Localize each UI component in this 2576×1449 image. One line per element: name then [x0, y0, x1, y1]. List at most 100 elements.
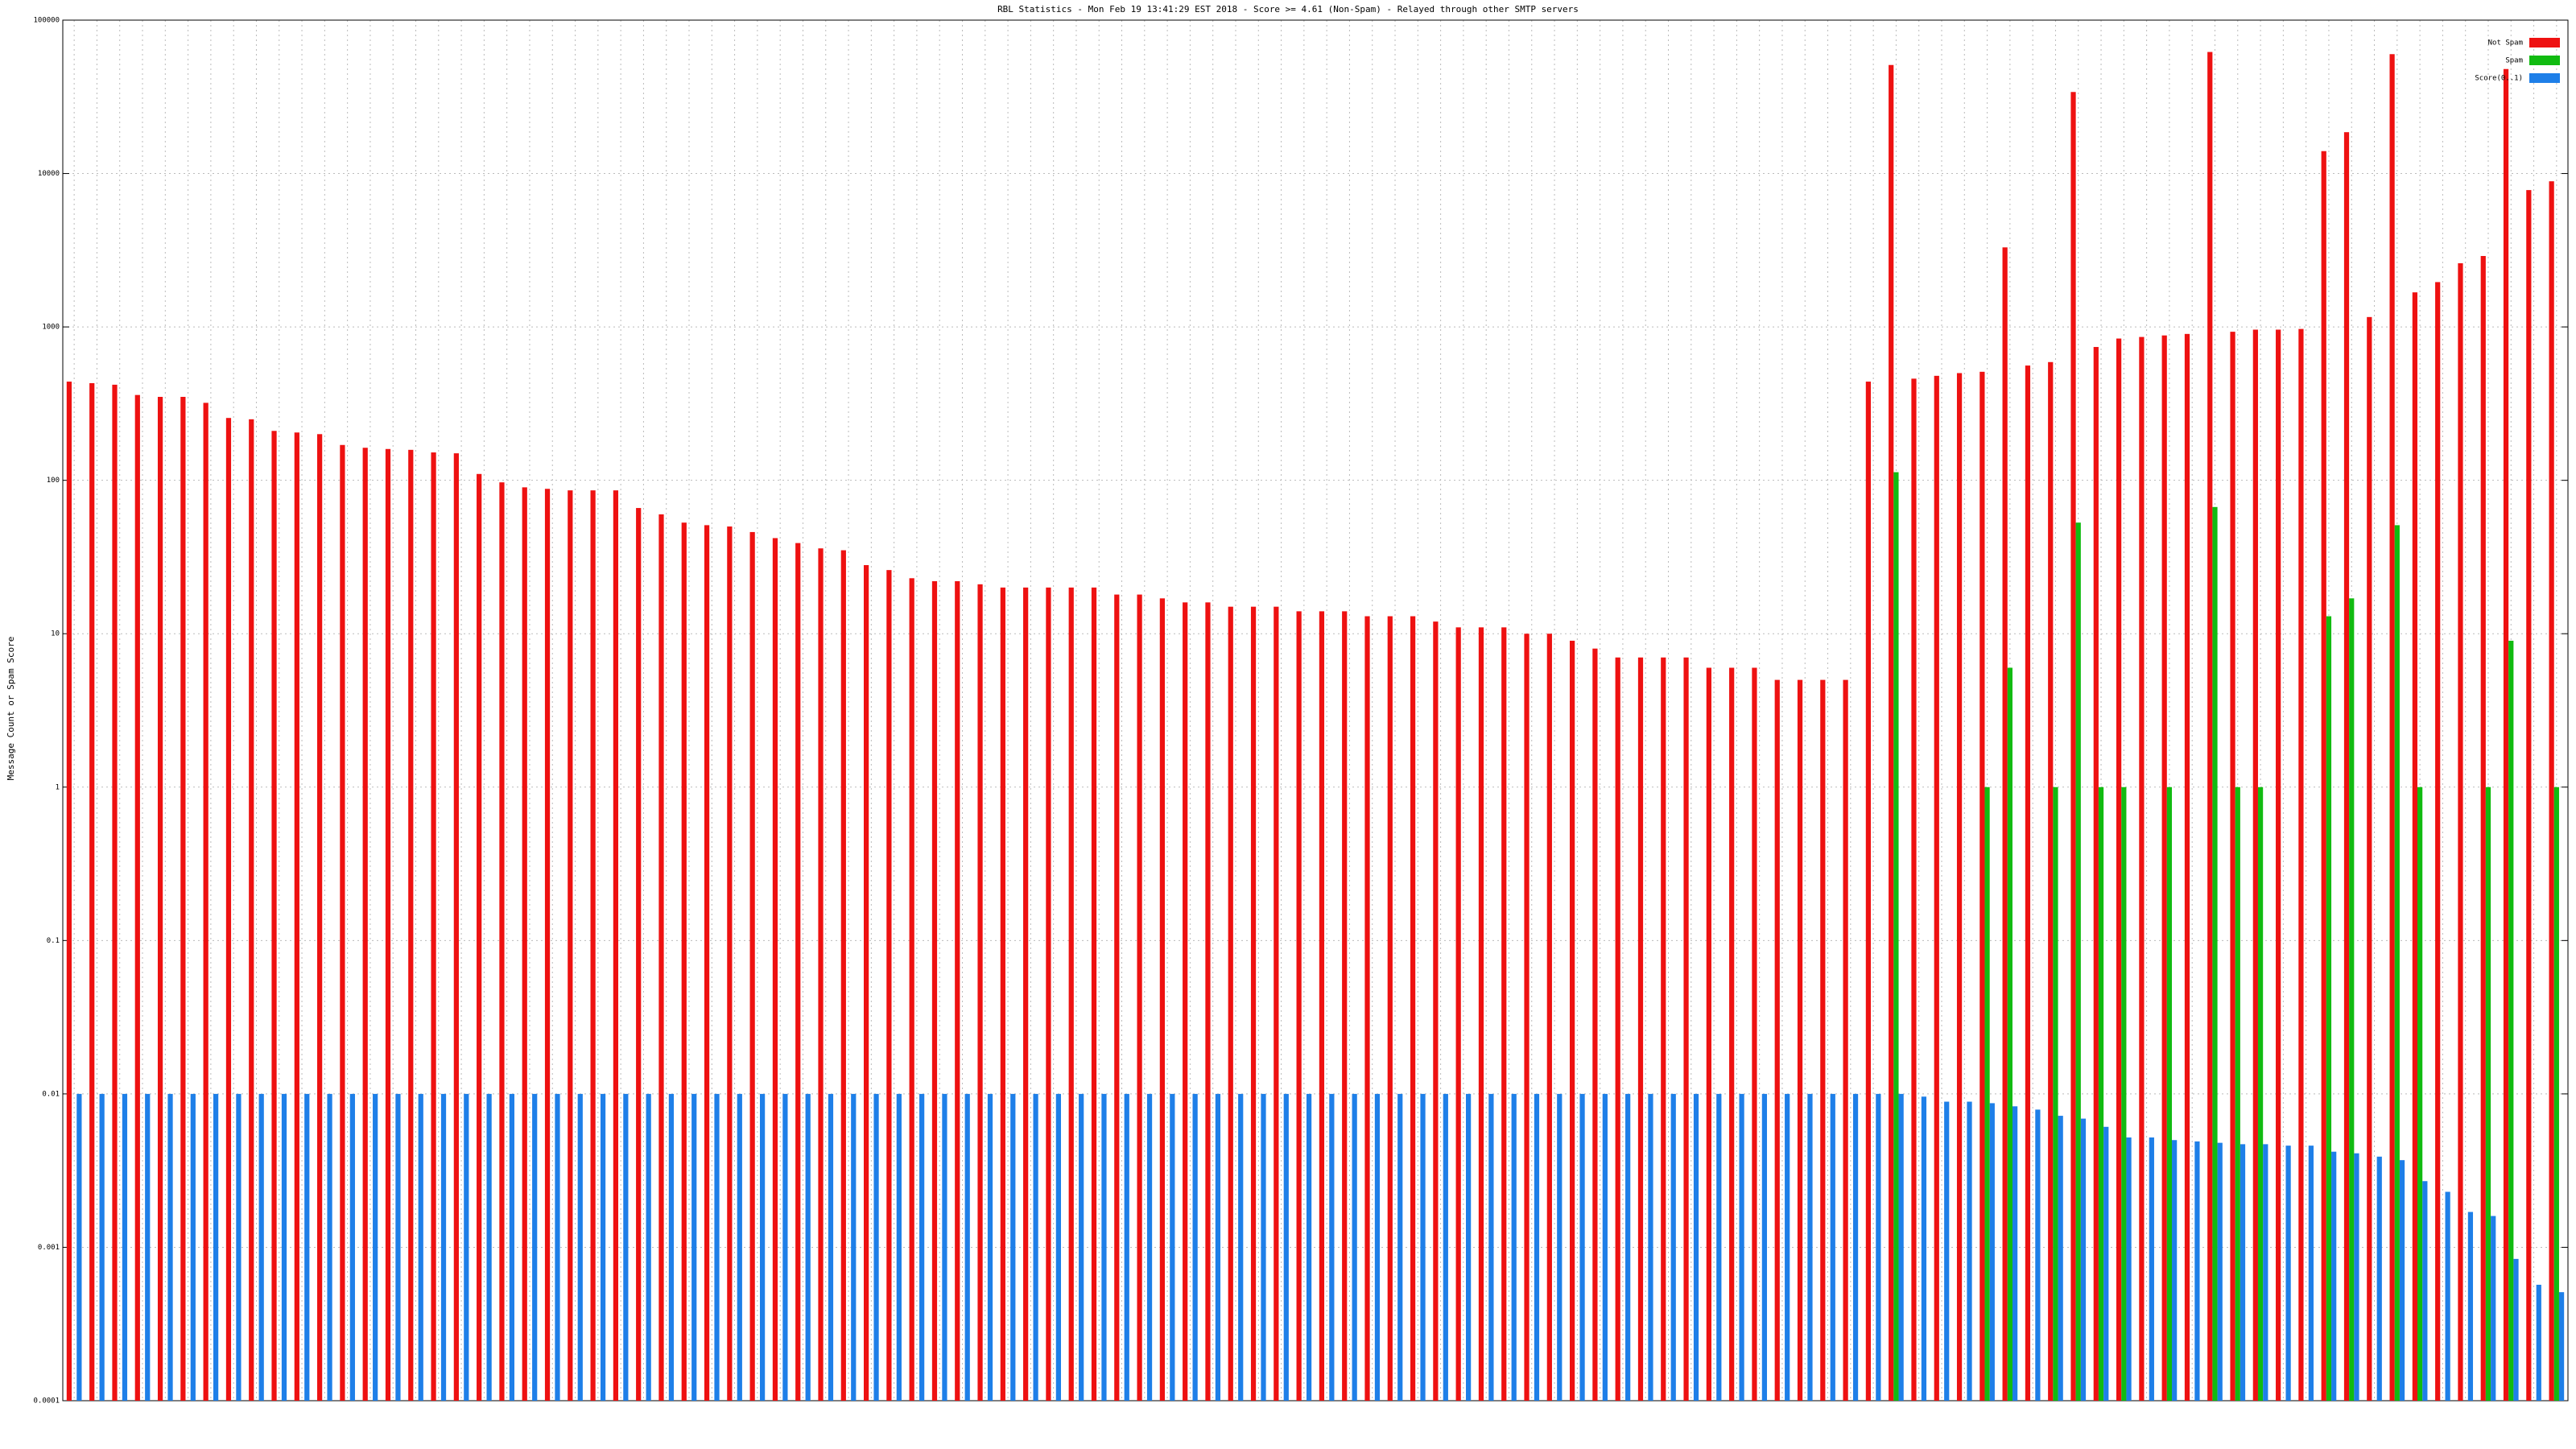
bar — [818, 548, 824, 1401]
bar — [112, 384, 118, 1401]
bar — [2491, 1216, 2496, 1401]
legend-label: Not Spam — [2488, 39, 2523, 47]
bar — [1124, 1093, 1129, 1401]
bar — [2058, 1116, 2063, 1401]
bar — [1274, 606, 1279, 1401]
bar — [2389, 54, 2395, 1401]
bar — [1592, 648, 1598, 1401]
bar — [1205, 602, 1211, 1401]
y-tick-label: 0.1 — [47, 937, 60, 945]
bar — [2422, 1181, 2428, 1401]
bar — [795, 543, 801, 1401]
bar — [2485, 786, 2491, 1401]
bar — [1979, 371, 1985, 1402]
bar — [2399, 1160, 2405, 1401]
bar — [646, 1093, 651, 1401]
bar — [2139, 336, 2145, 1402]
bar — [1478, 627, 1484, 1401]
bar — [840, 550, 846, 1401]
bar — [1433, 621, 1439, 1401]
bar — [2194, 1141, 2200, 1401]
bar — [2025, 365, 2031, 1402]
bar — [873, 1093, 879, 1401]
bar — [2002, 247, 2008, 1401]
y-tick-label: 1000 — [42, 324, 60, 332]
bar — [1296, 611, 1302, 1401]
bar — [1000, 587, 1005, 1401]
bar — [464, 1093, 469, 1401]
bar — [1967, 1101, 1972, 1401]
bar — [2230, 332, 2235, 1402]
bar — [955, 580, 960, 1401]
bar — [1934, 375, 1939, 1402]
bar — [1865, 382, 1872, 1401]
bar — [1319, 611, 1325, 1401]
bar — [555, 1093, 560, 1401]
bar — [759, 1093, 766, 1401]
bar — [236, 1093, 242, 1401]
bar — [2257, 786, 2264, 1401]
bar — [1893, 472, 1899, 1401]
bar — [1716, 1093, 1722, 1401]
bar — [362, 448, 368, 1401]
bar — [544, 489, 551, 1401]
bar — [2354, 1153, 2359, 1401]
bar — [2331, 1151, 2337, 1401]
bar — [532, 1093, 538, 1401]
bar — [157, 396, 163, 1402]
bar — [1774, 679, 1780, 1401]
bar — [477, 473, 482, 1401]
bar — [1306, 1093, 1312, 1401]
bar — [317, 434, 323, 1401]
bar — [522, 487, 527, 1401]
bar — [385, 448, 391, 1401]
bar — [1989, 1103, 1995, 1401]
bar — [2503, 68, 2509, 1402]
bar — [772, 538, 778, 1401]
bar — [373, 1093, 378, 1401]
bar — [1546, 634, 1552, 1401]
bar — [1534, 1093, 1540, 1401]
bar — [225, 418, 232, 1401]
legend-label: Spam — [2505, 57, 2523, 65]
bar — [919, 1093, 925, 1401]
bar — [782, 1093, 788, 1401]
bar — [1670, 1093, 1676, 1401]
bar — [453, 453, 459, 1401]
bar — [1342, 611, 1348, 1401]
bar — [1739, 1093, 1744, 1401]
bar — [737, 1093, 742, 1401]
bar — [2321, 151, 2326, 1401]
bar — [2093, 347, 2099, 1401]
bar — [294, 432, 299, 1401]
bar — [180, 396, 186, 1402]
bar — [1410, 616, 1416, 1401]
bar — [1625, 1093, 1631, 1401]
y-tick-label: 0.001 — [38, 1244, 60, 1252]
bar — [1579, 1093, 1585, 1401]
bar — [1387, 616, 1393, 1401]
bar — [2172, 1140, 2178, 1401]
bar — [2121, 786, 2127, 1401]
bar — [408, 449, 414, 1401]
bar — [122, 1093, 128, 1401]
bar — [1693, 1093, 1699, 1401]
bar — [349, 1093, 355, 1401]
bar — [931, 580, 938, 1401]
bar — [1570, 640, 1575, 1401]
bar — [1602, 1093, 1608, 1401]
bar — [668, 1093, 675, 1401]
bar — [2103, 1126, 2109, 1401]
bar — [89, 382, 95, 1402]
bar — [486, 1093, 492, 1401]
bar — [213, 1093, 219, 1401]
bar — [1761, 1093, 1768, 1401]
bar — [2240, 1144, 2246, 1401]
bar — [418, 1093, 423, 1401]
bar — [1046, 587, 1051, 1401]
bar — [568, 490, 573, 1401]
bar — [2263, 1144, 2268, 1401]
bar — [1159, 598, 1165, 1401]
